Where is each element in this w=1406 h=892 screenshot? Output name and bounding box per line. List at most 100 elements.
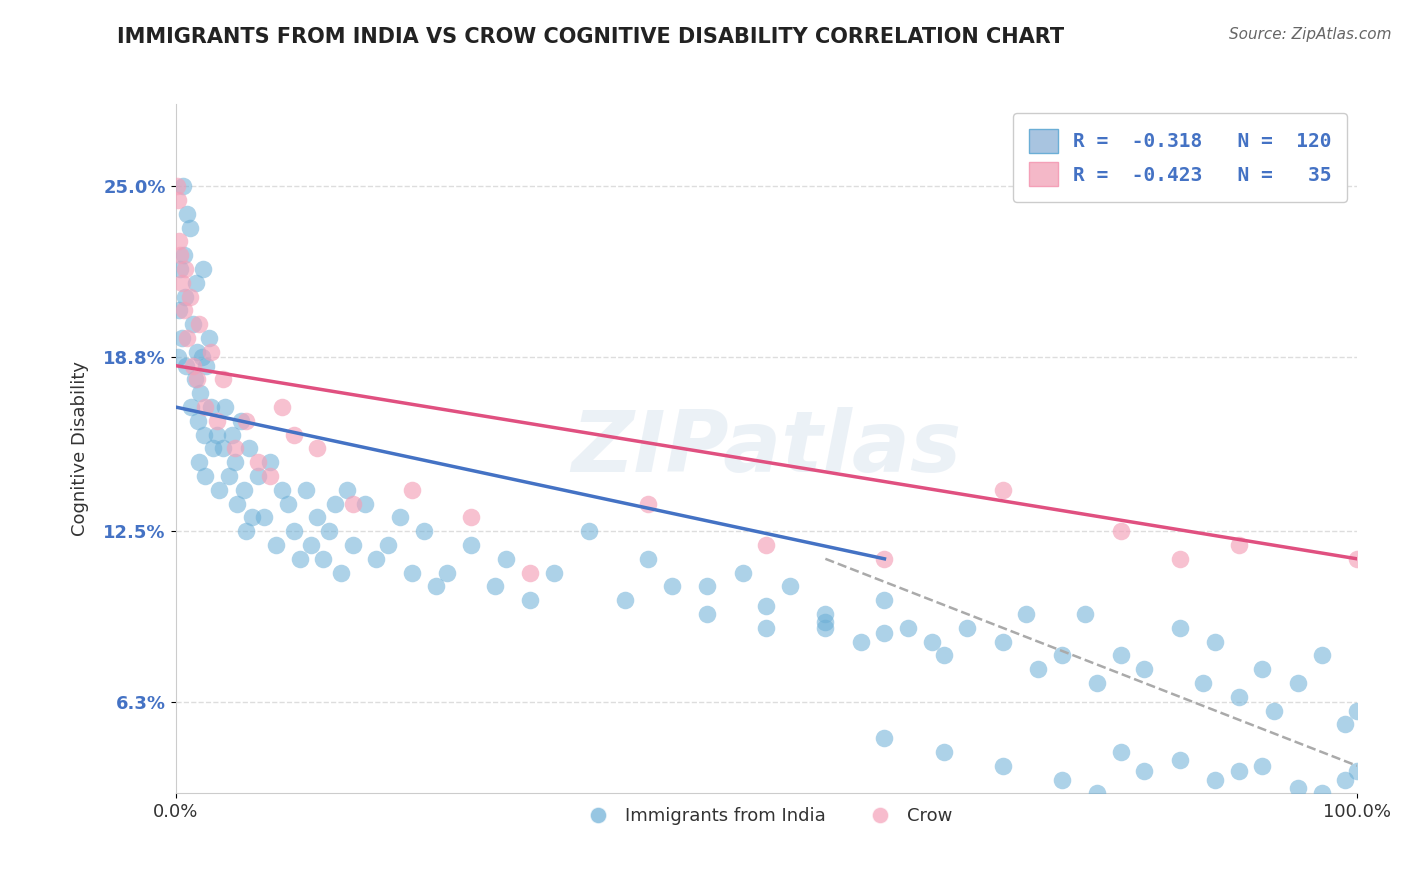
Point xyxy=(187,414,209,428)
Point xyxy=(1263,704,1285,718)
Point xyxy=(1168,621,1191,635)
Point xyxy=(235,524,257,539)
Point xyxy=(208,483,231,497)
Text: ZIPatlas: ZIPatlas xyxy=(571,407,962,490)
Point xyxy=(755,538,778,552)
Point xyxy=(814,621,837,635)
Point xyxy=(460,510,482,524)
Point xyxy=(229,414,252,428)
Point xyxy=(186,372,208,386)
Point xyxy=(238,442,260,456)
Point xyxy=(195,359,218,373)
Point xyxy=(181,318,204,332)
Point xyxy=(519,593,541,607)
Point xyxy=(484,579,506,593)
Point xyxy=(1204,634,1226,648)
Point xyxy=(247,469,270,483)
Point xyxy=(194,469,217,483)
Point xyxy=(991,483,1014,497)
Point xyxy=(307,510,329,524)
Point xyxy=(1227,764,1250,779)
Point xyxy=(294,483,316,497)
Point xyxy=(200,400,222,414)
Point xyxy=(170,331,193,345)
Legend: Immigrants from India, Crow: Immigrants from India, Crow xyxy=(572,800,960,832)
Point xyxy=(755,621,778,635)
Point xyxy=(169,262,191,277)
Point xyxy=(1085,676,1108,690)
Point xyxy=(205,427,228,442)
Point xyxy=(1085,786,1108,800)
Point xyxy=(167,235,190,249)
Point xyxy=(312,551,335,566)
Point xyxy=(264,538,287,552)
Point xyxy=(1109,745,1132,759)
Point xyxy=(389,510,412,524)
Point xyxy=(1346,764,1368,779)
Point xyxy=(412,524,434,539)
Point xyxy=(849,634,872,648)
Point xyxy=(956,621,979,635)
Point xyxy=(696,607,718,621)
Point xyxy=(188,318,211,332)
Y-axis label: Cognitive Disability: Cognitive Disability xyxy=(72,361,89,536)
Point xyxy=(193,427,215,442)
Point xyxy=(173,248,195,262)
Point xyxy=(436,566,458,580)
Point xyxy=(1015,607,1038,621)
Point xyxy=(873,593,896,607)
Point xyxy=(696,579,718,593)
Point xyxy=(224,442,246,456)
Point xyxy=(242,510,264,524)
Point xyxy=(921,634,943,648)
Point xyxy=(637,551,659,566)
Point xyxy=(519,566,541,580)
Point xyxy=(1286,780,1309,795)
Point xyxy=(578,524,600,539)
Point xyxy=(1310,648,1333,663)
Point xyxy=(495,551,517,566)
Point xyxy=(200,344,222,359)
Point xyxy=(425,579,447,593)
Point xyxy=(873,731,896,746)
Point xyxy=(1227,538,1250,552)
Point xyxy=(897,621,920,635)
Point xyxy=(661,579,683,593)
Point xyxy=(167,303,190,318)
Point xyxy=(214,400,236,414)
Point xyxy=(253,510,276,524)
Point xyxy=(169,248,191,262)
Point xyxy=(190,386,212,401)
Point xyxy=(1310,786,1333,800)
Point xyxy=(191,262,214,277)
Point xyxy=(1346,704,1368,718)
Point xyxy=(401,483,423,497)
Point xyxy=(1109,524,1132,539)
Point xyxy=(1334,717,1357,731)
Point xyxy=(179,290,201,304)
Point xyxy=(226,497,249,511)
Point xyxy=(179,220,201,235)
Point xyxy=(233,483,256,497)
Point xyxy=(166,179,188,194)
Point xyxy=(1204,772,1226,787)
Point xyxy=(318,524,340,539)
Point xyxy=(613,593,636,607)
Point xyxy=(183,372,205,386)
Point xyxy=(1050,648,1073,663)
Point xyxy=(218,469,240,483)
Point xyxy=(181,359,204,373)
Text: Source: ZipAtlas.com: Source: ZipAtlas.com xyxy=(1229,27,1392,42)
Point xyxy=(1346,551,1368,566)
Point xyxy=(731,566,754,580)
Point xyxy=(330,566,353,580)
Point xyxy=(224,455,246,469)
Point xyxy=(259,455,281,469)
Point xyxy=(1251,758,1274,772)
Point xyxy=(167,193,190,207)
Point xyxy=(194,400,217,414)
Point xyxy=(180,400,202,414)
Point xyxy=(172,179,194,194)
Point xyxy=(271,400,294,414)
Point xyxy=(235,414,257,428)
